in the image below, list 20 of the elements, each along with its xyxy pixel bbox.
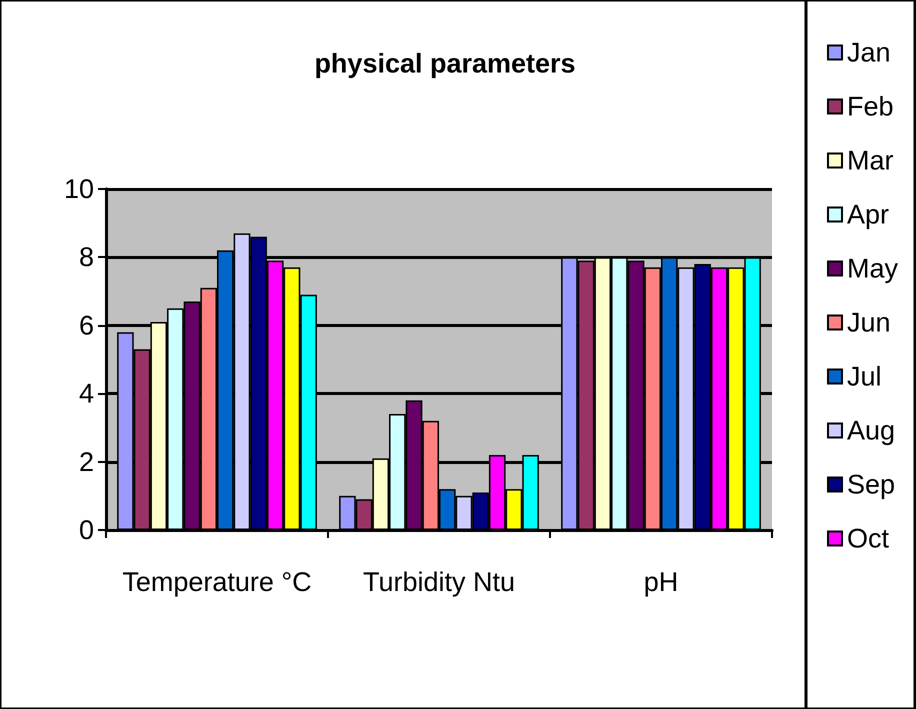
x-tick-label: Turbidity Ntu [362, 567, 516, 597]
legend-label: Mar [847, 146, 894, 176]
legend-label: Feb [847, 92, 894, 122]
legend-label: Oct [847, 524, 890, 554]
y-tick-label: 4 [78, 378, 94, 409]
y-tick-label: 10 [64, 174, 94, 204]
y-tick-label: 0 [78, 515, 94, 545]
y-tick-label: 8 [78, 242, 94, 272]
x-tick-label: pH [644, 567, 678, 597]
y-tick-label: 2 [78, 446, 94, 477]
chart-title: physical parameters [314, 48, 576, 78]
legend-label: Aug [847, 416, 896, 446]
x-tick-label: Temperature °C [122, 567, 312, 597]
legend-label: Sep [847, 470, 896, 500]
legend-label: Apr [847, 200, 890, 230]
legend-label: Jul [847, 362, 882, 392]
y-tick-label: 6 [78, 310, 94, 340]
legend-label: Jun [847, 308, 891, 338]
legend-label: Jan [847, 38, 891, 68]
legend-label: May [847, 254, 899, 284]
